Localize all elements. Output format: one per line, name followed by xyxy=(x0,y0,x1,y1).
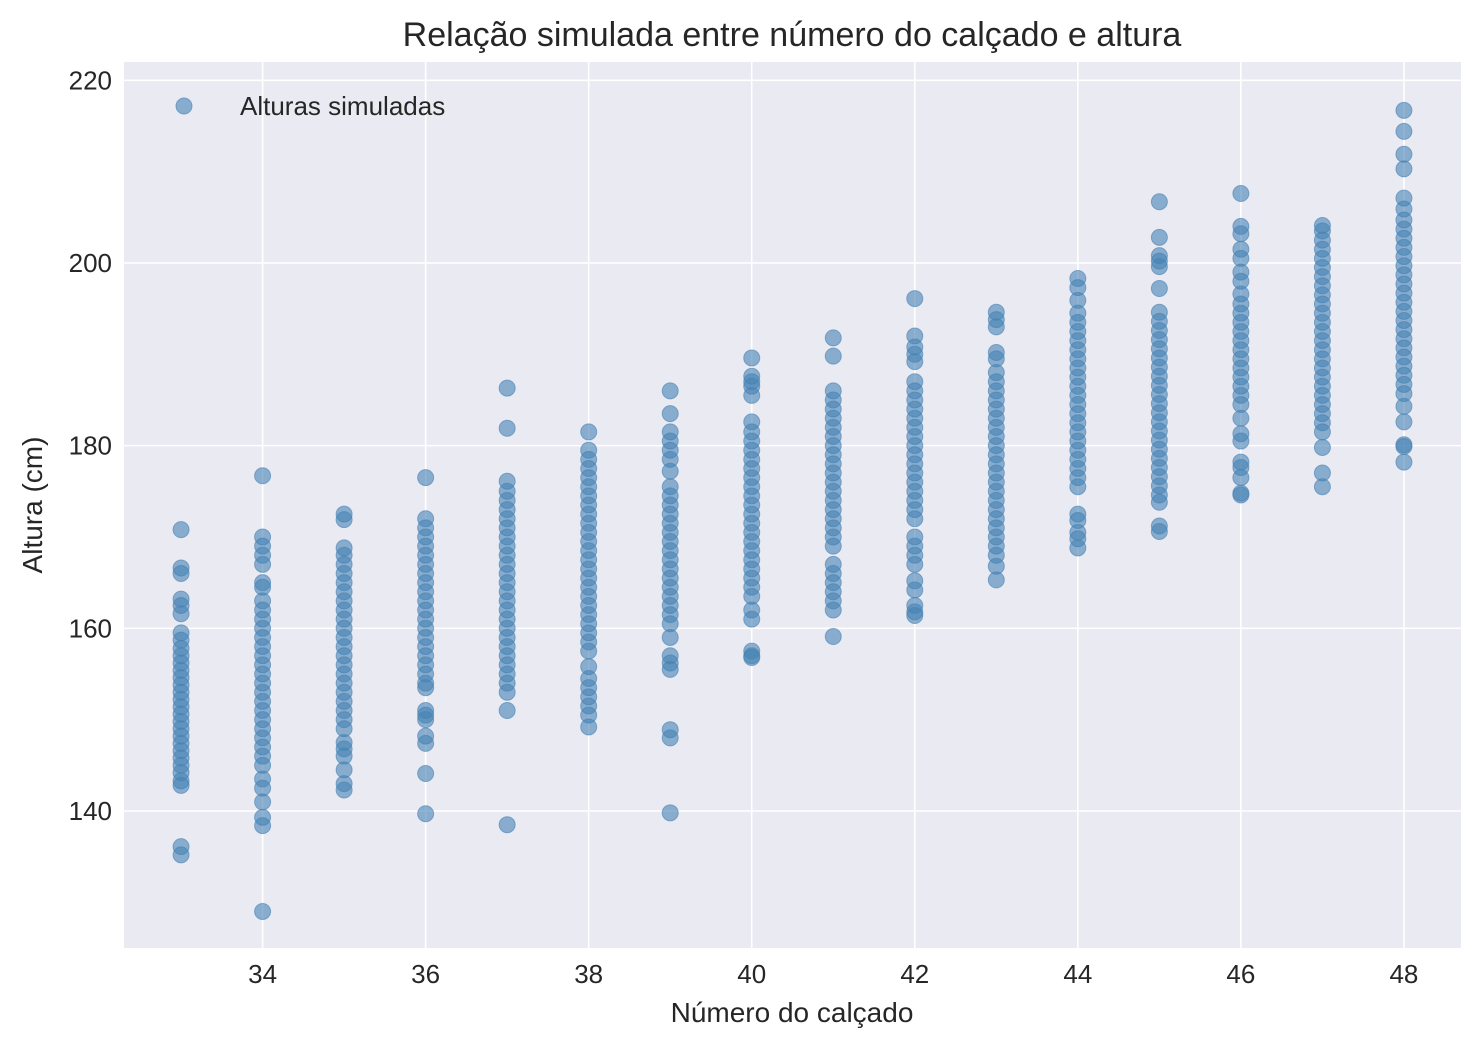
data-point xyxy=(417,679,435,697)
data-point xyxy=(1232,185,1250,203)
legend-marker xyxy=(175,97,193,115)
data-point xyxy=(743,649,761,667)
data-point xyxy=(254,555,272,573)
data-point xyxy=(1232,486,1250,504)
data-point xyxy=(417,734,435,752)
y-tick-labels: 140 160 180 200 220 xyxy=(69,65,112,826)
data-point xyxy=(580,423,598,441)
data-point xyxy=(824,628,842,646)
data-point xyxy=(987,318,1005,336)
data-point xyxy=(498,816,516,834)
data-points xyxy=(172,101,1413,920)
x-tick-label: 38 xyxy=(574,959,603,989)
data-point xyxy=(498,379,516,397)
data-point xyxy=(824,537,842,555)
data-point xyxy=(1150,228,1168,246)
data-point xyxy=(1313,438,1331,456)
data-point xyxy=(498,419,516,437)
data-point xyxy=(1232,225,1250,243)
y-tick-label: 160 xyxy=(69,613,112,643)
data-point xyxy=(661,729,679,747)
data-point xyxy=(661,405,679,423)
data-point xyxy=(1313,478,1331,496)
x-tick-label: 46 xyxy=(1226,959,1255,989)
data-point xyxy=(906,510,924,528)
data-point xyxy=(172,776,190,794)
data-point xyxy=(254,902,272,920)
legend-label: Alturas simuladas xyxy=(240,91,445,121)
legend: Alturas simuladas xyxy=(175,91,445,121)
data-point xyxy=(1150,493,1168,511)
data-point xyxy=(1069,478,1087,496)
data-point xyxy=(743,610,761,628)
x-tick-labels: 34 36 38 40 42 44 46 48 xyxy=(248,959,1418,989)
plot-area xyxy=(124,62,1461,948)
data-point xyxy=(1395,413,1413,431)
data-point xyxy=(1150,193,1168,211)
data-point xyxy=(1232,469,1250,487)
data-point xyxy=(172,565,190,583)
data-point xyxy=(1232,409,1250,427)
data-point xyxy=(1395,397,1413,415)
x-axis-label: Número do calçado xyxy=(671,997,914,1028)
data-point xyxy=(172,605,190,623)
data-point xyxy=(906,555,924,573)
data-point xyxy=(580,718,598,736)
data-point xyxy=(743,349,761,367)
data-point xyxy=(987,571,1005,589)
x-tick-label: 48 xyxy=(1389,959,1418,989)
data-point xyxy=(1150,258,1168,276)
chart-title: Relação simulada entre número do calçado… xyxy=(403,16,1182,54)
x-tick-label: 40 xyxy=(737,959,766,989)
data-point xyxy=(254,793,272,811)
data-point xyxy=(172,521,190,539)
data-point xyxy=(580,642,598,660)
data-point xyxy=(906,607,924,625)
data-point xyxy=(906,581,924,599)
y-tick-label: 220 xyxy=(69,65,112,95)
data-point xyxy=(661,804,679,822)
data-point xyxy=(661,382,679,400)
data-point xyxy=(335,511,353,529)
x-tick-label: 42 xyxy=(900,959,929,989)
data-point xyxy=(498,683,516,701)
data-point xyxy=(824,329,842,347)
data-point xyxy=(1395,160,1413,178)
data-point xyxy=(417,805,435,823)
data-point xyxy=(254,817,272,835)
data-point xyxy=(906,290,924,308)
data-point xyxy=(417,765,435,783)
data-point xyxy=(335,781,353,799)
data-point xyxy=(743,386,761,404)
data-point xyxy=(1395,145,1413,163)
data-point xyxy=(906,353,924,371)
data-point xyxy=(824,601,842,619)
data-point xyxy=(254,467,272,485)
data-point xyxy=(1395,453,1413,471)
data-point xyxy=(1069,539,1087,557)
y-axis-label: Altura (cm) xyxy=(17,437,48,574)
x-tick-label: 34 xyxy=(248,959,277,989)
y-tick-label: 180 xyxy=(69,431,112,461)
data-point xyxy=(417,711,435,729)
x-tick-label: 36 xyxy=(411,959,440,989)
data-point xyxy=(824,347,842,365)
data-point xyxy=(1395,438,1413,456)
data-point xyxy=(172,846,190,864)
data-point xyxy=(661,628,679,646)
data-point xyxy=(1150,522,1168,540)
data-point xyxy=(661,660,679,678)
y-tick-label: 200 xyxy=(69,248,112,278)
data-point xyxy=(417,469,435,487)
data-point xyxy=(1395,101,1413,119)
data-point xyxy=(1313,423,1331,441)
data-point xyxy=(1150,280,1168,298)
data-point xyxy=(1395,122,1413,140)
data-point xyxy=(661,462,679,480)
data-point xyxy=(498,702,516,720)
x-tick-label: 44 xyxy=(1063,959,1092,989)
y-tick-label: 140 xyxy=(69,796,112,826)
data-point xyxy=(1232,432,1250,450)
